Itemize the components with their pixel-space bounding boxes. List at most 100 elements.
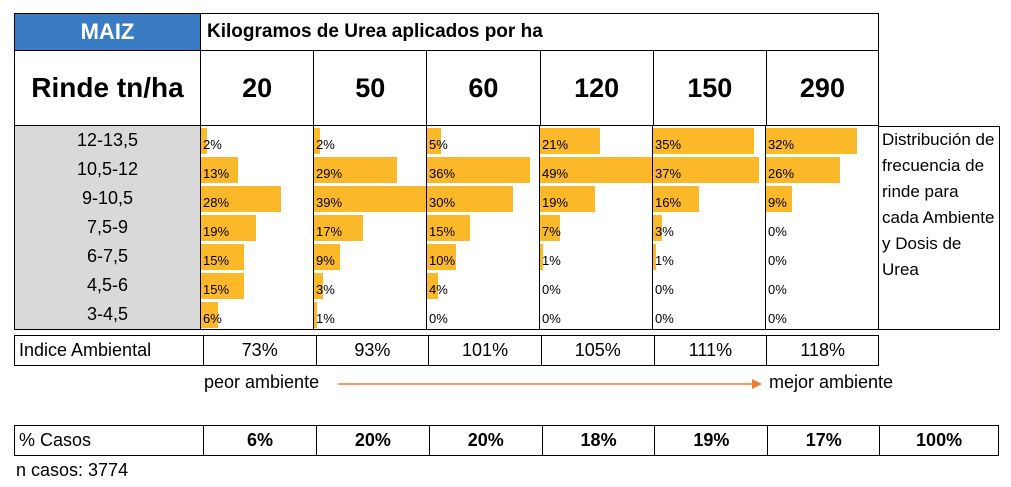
indice-ambiental-value: 73% xyxy=(204,336,317,365)
frequency-label: 13% xyxy=(203,166,230,181)
frequency-label: 15% xyxy=(203,282,230,297)
yield-class-label: 9-10,5 xyxy=(15,184,200,213)
frequency-bar xyxy=(201,157,238,183)
frequency-label: 2% xyxy=(316,137,335,152)
frequency-bar xyxy=(201,186,281,212)
frequency-label: 26% xyxy=(768,166,795,181)
frequency-bar xyxy=(766,157,840,183)
frequency-bar xyxy=(653,128,754,154)
frequency-label: 1% xyxy=(542,253,561,268)
frequency-label: 10% xyxy=(429,253,456,268)
frequency-label: 37% xyxy=(655,166,682,181)
frequency-label: 0% xyxy=(768,224,787,239)
indice-ambiental-value: 93% xyxy=(317,336,430,365)
frequency-bar xyxy=(427,128,441,154)
frequency-bar xyxy=(314,186,426,212)
indice-ambiental-label: Indice Ambiental xyxy=(15,336,204,365)
frequency-label: 7% xyxy=(542,224,561,239)
dose-header-row: 20 50 60 120 150 290 xyxy=(200,50,879,126)
frequency-label: 21% xyxy=(542,137,569,152)
frequency-label: 30% xyxy=(429,195,456,210)
frequency-bar xyxy=(201,302,218,328)
dose-header: 50 xyxy=(314,51,428,125)
chart-title: Kilogramos de Urea aplicados por ha xyxy=(200,13,879,51)
casos-value: 17% xyxy=(768,426,881,455)
yield-class-label: 3-4,5 xyxy=(15,300,200,329)
frequency-label: 17% xyxy=(316,224,343,239)
frequency-label: 0% xyxy=(768,253,787,268)
frequency-bar xyxy=(540,244,543,270)
dose-column: 5% 36% 30% 15% 10% 4% 0% xyxy=(427,126,540,329)
frequency-bar xyxy=(201,128,207,154)
frequency-bar xyxy=(540,128,600,154)
frequency-label: 3% xyxy=(655,224,674,239)
frequency-label: 1% xyxy=(316,311,335,326)
crop-header: MAIZ xyxy=(14,13,201,51)
frequency-bar xyxy=(653,186,699,212)
dose-header: 290 xyxy=(799,72,845,103)
frequency-bar xyxy=(427,186,513,212)
frequency-bar xyxy=(314,244,340,270)
frequency-bar xyxy=(427,273,438,299)
frequency-label: 9% xyxy=(768,195,787,210)
frequency-bar xyxy=(540,215,560,241)
frequency-label: 0% xyxy=(655,282,674,297)
frequency-bar xyxy=(766,128,857,154)
frequency-label: 32% xyxy=(768,137,795,152)
arrow-right-label: mejor ambiente xyxy=(769,372,894,392)
frequency-bar xyxy=(314,273,323,299)
distribution-grid: 2% 13% 28% 19% 15% 15% 6% 2% 29% 39% 17% 9% 3% 1% 5% 36… xyxy=(200,125,879,330)
frequency-bar xyxy=(314,128,320,154)
frequency-label: 28% xyxy=(203,195,230,210)
casos-value: 18% xyxy=(543,426,656,455)
frequency-label: 36% xyxy=(429,166,456,181)
frequency-label: 29% xyxy=(316,166,343,181)
dose-header: 120 xyxy=(541,51,654,125)
casos-total: 100% xyxy=(916,430,963,450)
casos-value: 6% xyxy=(204,426,317,455)
n-casos: n casos: 3774 xyxy=(16,460,129,480)
indice-ambiental-value: 118% xyxy=(800,340,845,360)
yield-class-label: 4,5-6 xyxy=(15,271,200,300)
frequency-label: 19% xyxy=(542,195,569,210)
frequency-label: 49% xyxy=(542,166,569,181)
frequency-label: 0% xyxy=(429,311,448,326)
dose-header: 20 xyxy=(201,51,315,125)
frequency-label: 9% xyxy=(316,253,335,268)
frequency-label: 0% xyxy=(768,282,787,297)
frequency-bar xyxy=(653,157,759,183)
frequency-bar xyxy=(201,215,256,241)
arrow-left-label: peor ambiente xyxy=(204,372,320,392)
rinde-header: Rinde tn/ha xyxy=(14,50,201,126)
frequency-bar xyxy=(314,157,397,183)
indice-ambiental-value: 101% xyxy=(429,336,542,365)
yield-class-label: 12-13,5 xyxy=(15,126,200,155)
frequency-bar xyxy=(201,273,244,299)
indice-ambiental-value: 111% xyxy=(655,336,768,365)
yield-class-label: 6-7,5 xyxy=(15,242,200,271)
frequency-bar xyxy=(427,157,530,183)
casos-value: 20% xyxy=(317,426,430,455)
frequency-bar xyxy=(314,215,363,241)
frequency-bar xyxy=(766,186,792,212)
frequency-bar xyxy=(201,244,244,270)
frequency-bar xyxy=(314,302,317,328)
frequency-bar xyxy=(540,186,595,212)
frequency-label: 35% xyxy=(655,137,682,152)
casos-value: 19% xyxy=(655,426,769,455)
frequency-label: 2% xyxy=(203,137,222,152)
dose-column: 2% 13% 28% 19% 15% 15% 6% xyxy=(201,126,314,329)
frequency-bar xyxy=(540,157,652,183)
frequency-label: 15% xyxy=(429,224,456,239)
frequency-bar xyxy=(427,215,470,241)
dose-header: 150 xyxy=(654,51,767,125)
frequency-label: 16% xyxy=(655,195,682,210)
frequency-label: 0% xyxy=(655,311,674,326)
dose-column: 35% 37% 16% 3% 1% 0% 0% xyxy=(653,126,766,329)
frequency-label: 0% xyxy=(542,282,561,297)
distribution-note: Distribución de frecuencia de rinde para… xyxy=(878,126,1000,330)
frequency-label: 4% xyxy=(429,282,448,297)
frequency-label: 3% xyxy=(316,282,335,297)
frequency-label: 15% xyxy=(203,253,230,268)
frequency-label: 1% xyxy=(655,253,674,268)
